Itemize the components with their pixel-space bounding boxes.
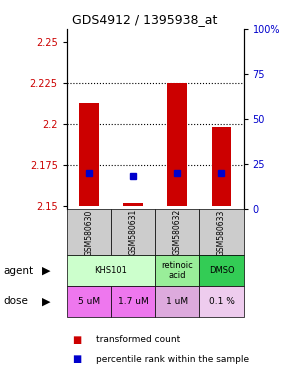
- Text: retinoic
acid: retinoic acid: [162, 261, 193, 280]
- Text: 1 uM: 1 uM: [166, 297, 188, 306]
- Text: transformed count: transformed count: [96, 335, 180, 344]
- Bar: [111, 286, 155, 317]
- Text: GSM580632: GSM580632: [173, 209, 182, 255]
- Bar: [79, 103, 99, 206]
- Text: ▶: ▶: [42, 266, 50, 276]
- Bar: [67, 209, 111, 255]
- Text: dose: dose: [3, 296, 28, 306]
- Text: KHS101: KHS101: [95, 266, 127, 275]
- Bar: [167, 83, 187, 206]
- Text: ■: ■: [72, 335, 82, 345]
- Bar: [123, 203, 143, 206]
- Text: ■: ■: [72, 354, 82, 364]
- Text: ▶: ▶: [42, 296, 50, 306]
- Bar: [67, 255, 155, 286]
- Text: GSM580633: GSM580633: [217, 209, 226, 255]
- Bar: [200, 286, 244, 317]
- Bar: [211, 127, 231, 206]
- Bar: [200, 209, 244, 255]
- Text: percentile rank within the sample: percentile rank within the sample: [96, 354, 249, 364]
- Text: 5 uM: 5 uM: [78, 297, 100, 306]
- Text: DMSO: DMSO: [209, 266, 234, 275]
- Text: GDS4912 / 1395938_at: GDS4912 / 1395938_at: [72, 13, 218, 26]
- Bar: [200, 255, 244, 286]
- Bar: [155, 255, 199, 286]
- Text: GSM580630: GSM580630: [84, 209, 93, 255]
- Text: GSM580631: GSM580631: [128, 209, 137, 255]
- Bar: [155, 209, 199, 255]
- Text: 1.7 uM: 1.7 uM: [118, 297, 148, 306]
- Bar: [155, 286, 199, 317]
- Text: agent: agent: [3, 266, 33, 276]
- Bar: [67, 286, 111, 317]
- Bar: [111, 209, 155, 255]
- Text: 0.1 %: 0.1 %: [209, 297, 234, 306]
